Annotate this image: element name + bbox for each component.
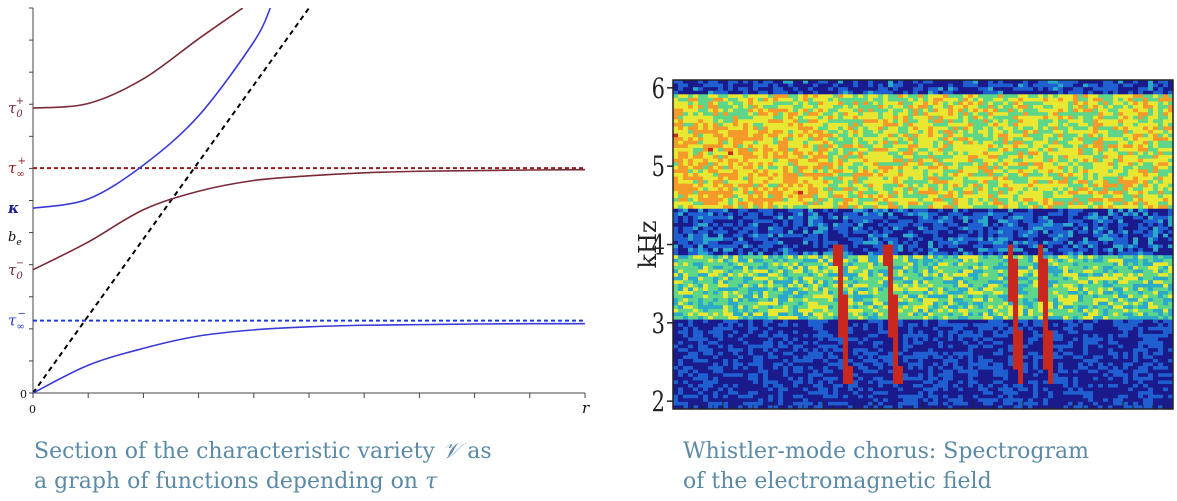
variety-symbol: 𝒱 bbox=[441, 439, 461, 464]
series-4 bbox=[33, 8, 244, 109]
y-tick-label: 5 bbox=[652, 150, 665, 183]
y-axis-label: kHz bbox=[634, 220, 662, 268]
series-6 bbox=[33, 168, 586, 271]
right-figure-caption: Whistler-mode chorus: Spectrogram of the… bbox=[683, 437, 1089, 497]
plot-series bbox=[33, 8, 586, 394]
y-tick-label: be bbox=[8, 230, 22, 248]
y-tick-label: 4 bbox=[652, 228, 665, 261]
y-tick-label: 0 bbox=[20, 388, 27, 401]
left-caption-text-2: as bbox=[460, 439, 492, 464]
y-tick-label: 6 bbox=[652, 72, 665, 105]
y-tick-label: κ bbox=[7, 199, 19, 217]
left-figure-caption: Section of the characteristic variety 𝒱 … bbox=[34, 437, 492, 497]
left-caption-text-3: a graph of functions depending on bbox=[34, 469, 425, 494]
y-tick-label: τ0− bbox=[8, 258, 24, 282]
y-tick-label: τ∞+ bbox=[8, 156, 26, 180]
left-caption-line-2: a graph of functions depending on τ bbox=[34, 467, 492, 497]
left-caption-text-1: Section of the characteristic variety bbox=[34, 439, 442, 464]
spectrogram-cells bbox=[673, 80, 1174, 410]
x-tick-label: 0 bbox=[29, 403, 36, 416]
y-tick-label: τ0+ bbox=[8, 96, 24, 120]
y-tick-label: 2 bbox=[652, 385, 665, 418]
right-caption-line-1: Whistler-mode chorus: Spectrogram bbox=[683, 439, 1089, 464]
x-axis-label: r bbox=[582, 399, 590, 417]
left-caption-line-1: Section of the characteristic variety 𝒱 … bbox=[34, 437, 492, 467]
y-tick-label: 3 bbox=[652, 307, 665, 340]
series-5 bbox=[33, 8, 272, 209]
tau-symbol: τ bbox=[424, 469, 438, 494]
right-caption-line-2: of the electromagnetic field bbox=[683, 469, 992, 494]
characteristic-variety-plot: 0 τ∞− τ0− be κ τ∞+ τ0+ 0 r bbox=[7, 7, 590, 417]
y-tick-label: τ∞− bbox=[8, 309, 26, 333]
series-7 bbox=[33, 322, 586, 394]
chorus-spectrogram: 2 3 4 5 6 kHz bbox=[634, 72, 1174, 418]
series-3 bbox=[33, 8, 310, 394]
